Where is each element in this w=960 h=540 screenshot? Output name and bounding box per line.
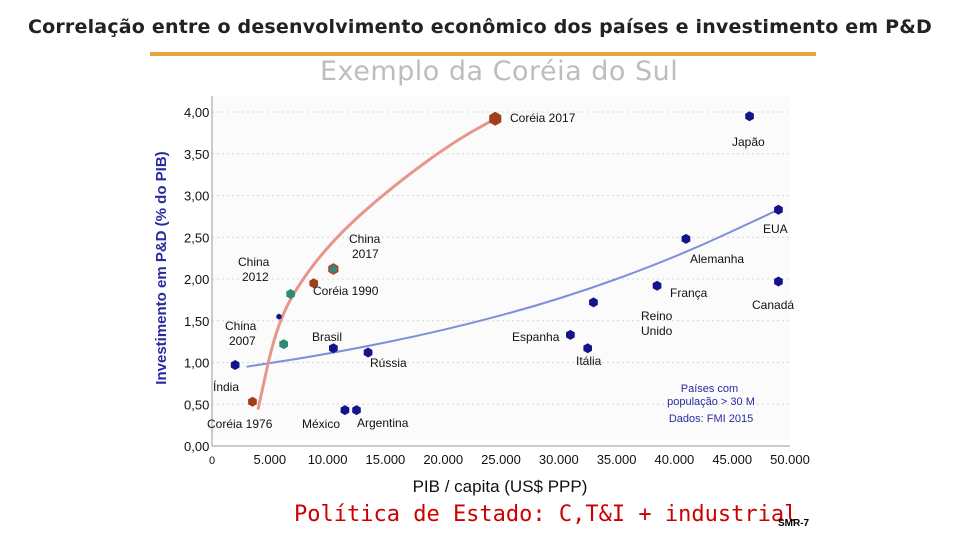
label-russia: Rússia — [370, 356, 407, 370]
point-brasil — [329, 343, 338, 354]
y-tick-label: 3,00 — [184, 189, 209, 204]
point-eua — [774, 204, 783, 215]
point-mexico — [340, 405, 350, 416]
label-canada: Canadá — [752, 298, 794, 312]
label-brasil: Brasil — [312, 330, 342, 344]
x-tick-labels: 0 5.000 10.000 15.000 20.000 25.000 30.000 35.0… — [209, 452, 810, 467]
point-coreia-1990 — [309, 278, 319, 289]
x-tick-label: 20.000 — [423, 452, 463, 467]
label-china-2012-line2: 2012 — [242, 270, 269, 284]
footer-policy: Política de Estado: C,T&I + industrial — [294, 502, 798, 527]
label-alemanha: Alemanha — [690, 252, 744, 266]
y-tick-label: 0,50 — [184, 397, 209, 412]
trend-line — [246, 208, 779, 368]
title-underline — [150, 52, 816, 56]
label-china-2017-line1: China — [349, 232, 381, 246]
page-title: Correlação entre o desenvolvimento econô… — [27, 16, 933, 38]
point-reino-unido — [589, 297, 598, 308]
label-japao: Japão — [732, 135, 765, 149]
point-china-2012 — [286, 289, 295, 299]
label-india: Índia — [213, 379, 239, 394]
label-china-2017: China 2017 — [349, 232, 384, 261]
note-population-line2: população > 30 M — [667, 396, 755, 408]
point-india — [230, 360, 240, 370]
x-tick-label: 15.000 — [366, 452, 406, 467]
label-korea-1976: Coréia 1976 — [207, 417, 273, 431]
y-tick-label: 4,00 — [184, 105, 209, 120]
x-tick-label: 35.000 — [597, 452, 637, 467]
point-russia — [363, 347, 373, 358]
label-reino-unido-line2: Unido — [641, 324, 673, 338]
label-china-2007-line1: China — [225, 319, 257, 333]
label-mexico: México — [302, 417, 340, 431]
point-franca — [652, 280, 662, 291]
label-china-2007: China 2007 — [225, 319, 260, 348]
point-japao — [745, 111, 754, 122]
x-tick-label: 45.000 — [712, 452, 752, 467]
label-italia: Itália — [576, 354, 602, 368]
label-china-2012-line1: China — [238, 255, 270, 269]
chart-subtitle: Exemplo da Coréia do Sul — [320, 56, 679, 87]
x-axis-label: PIB / capita (US$ PPP) — [413, 477, 588, 496]
x-tick-label: 5.000 — [254, 452, 287, 467]
label-korea-1990: Coréia 1990 — [313, 284, 379, 298]
label-franca: França — [670, 286, 708, 300]
y-tick-label: 3,50 — [184, 147, 209, 162]
y-tick-label: 1,50 — [184, 314, 209, 329]
point-alemanha — [681, 233, 691, 244]
gridlines — [212, 111, 790, 405]
label-eua: EUA — [763, 222, 788, 236]
point-argentina — [352, 405, 361, 416]
label-argentina: Argentina — [357, 416, 409, 430]
note-source: Dados: FMI 2015 — [669, 413, 753, 425]
x-tick-label: 25.000 — [481, 452, 521, 467]
point-unlabeled — [276, 313, 282, 320]
y-tick-label: 0,00 — [184, 439, 209, 454]
label-china-2017-line2: 2017 — [352, 247, 379, 261]
note-population-line1: Países com — [681, 383, 738, 395]
korea-trajectory-line — [256, 117, 497, 410]
y-tick-label: 1,00 — [184, 356, 209, 371]
point-espanha — [566, 329, 575, 340]
point-china-2017 — [328, 263, 339, 275]
x-tick-label: 40.000 — [655, 452, 695, 467]
data-points — [230, 111, 783, 416]
x-tick-label: 10.000 — [308, 452, 348, 467]
y-axis-label: Investimento em P&D (% do PIB) — [153, 151, 170, 384]
label-espanha: Espanha — [512, 330, 560, 344]
label-korea-2017: Coréia 2017 — [510, 111, 576, 125]
label-reino-unido: Reino Unido — [641, 309, 676, 338]
point-coreia-1976 — [248, 396, 257, 407]
point-canada — [774, 276, 783, 287]
point-italia — [583, 343, 592, 354]
point-china-2007 — [279, 339, 288, 350]
label-china-2012: China 2012 — [238, 255, 273, 284]
y-tick-labels: 0,00 0,50 1,00 1,50 2,00 2,50 3,00 3,50 4,00 — [184, 105, 209, 454]
note-population: Países com população > 30 M — [667, 383, 755, 408]
y-tick-label: 2,00 — [184, 272, 209, 287]
point-coreia-2017 — [489, 111, 502, 126]
label-reino-unido-line1: Reino — [641, 309, 673, 323]
slide-code: SMR-7 — [778, 518, 810, 529]
y-tick-label: 2,50 — [184, 230, 209, 245]
x-tick-label: 30.000 — [539, 452, 579, 467]
label-china-2007-line2: 2007 — [229, 334, 256, 348]
x-tick-label: 0 — [209, 455, 215, 467]
x-tick-label: 50.000 — [770, 452, 810, 467]
